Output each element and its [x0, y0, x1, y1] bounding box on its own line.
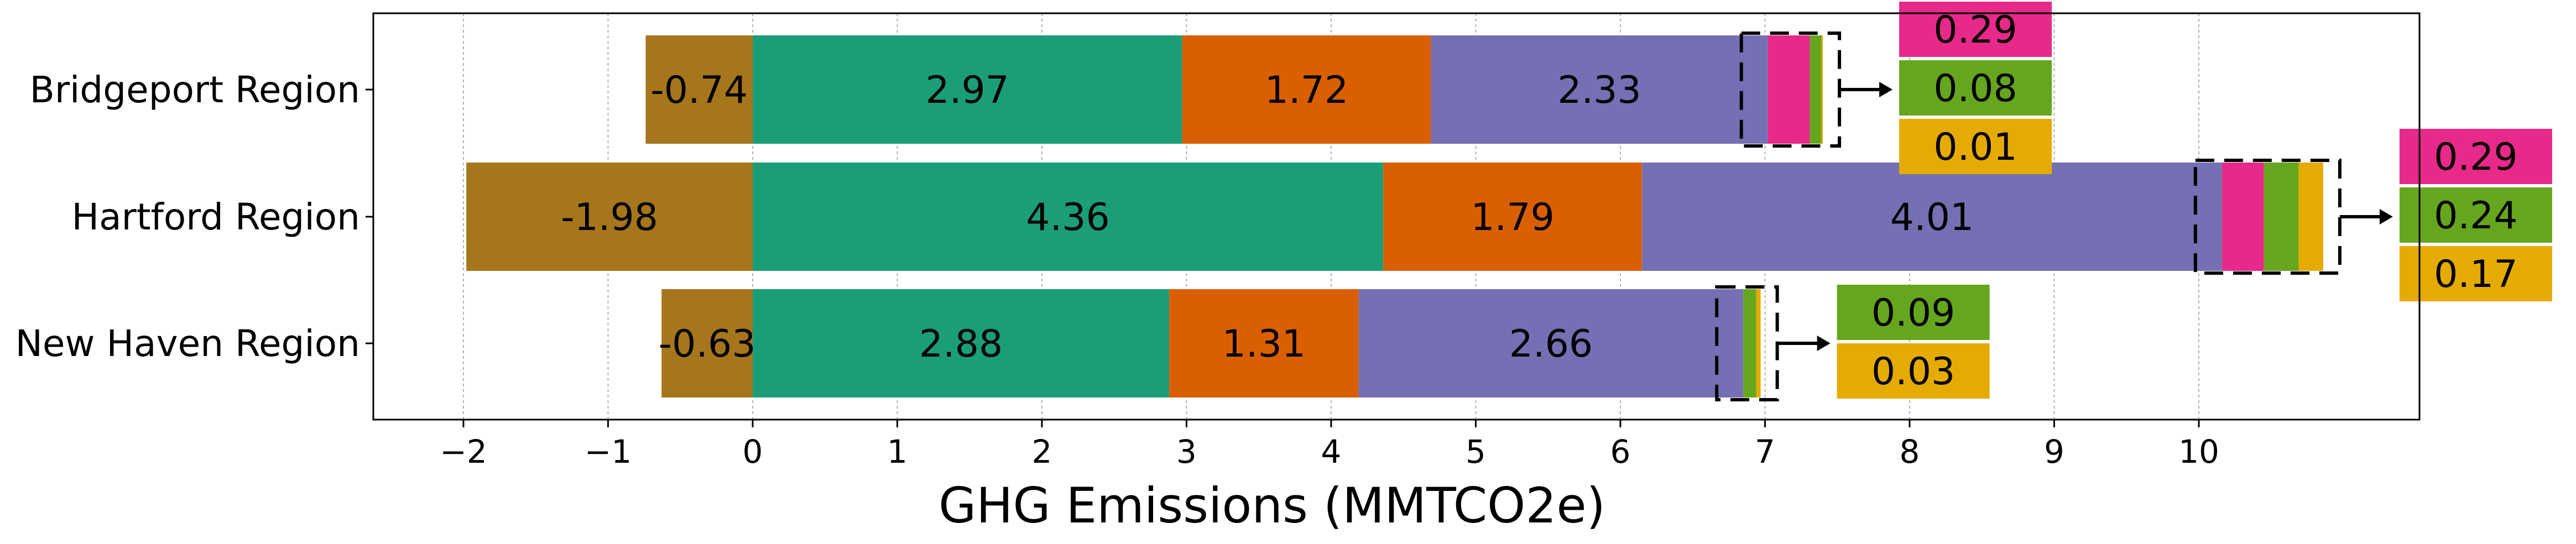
callout-value-label: 0.29 [1933, 8, 2017, 52]
bar-value-label: 4.01 [1890, 196, 1974, 239]
bar-segment [1182, 35, 1431, 144]
bar-segment [2298, 163, 2323, 271]
bar-segment [753, 163, 1384, 271]
bars: -0.74 2.97 1.72 2.33 -1.98 4.36 1.79 4.01 -0.63 2… [466, 35, 2323, 397]
x-tick-label: 1 [887, 433, 908, 470]
bar-value-label: 1.72 [1265, 69, 1348, 112]
bar-value-label: 2.97 [926, 69, 1009, 112]
bar-segment [753, 289, 1170, 397]
bar-value-label: -0.63 [659, 322, 756, 366]
callout-label-box [2399, 246, 2552, 301]
callout-label-box [1899, 119, 2052, 174]
x-axis-ticks: −2 −1 0 1 2 3 4 5 6 7 8 9 10 [440, 420, 2219, 470]
bar-segment [1431, 35, 1768, 144]
callout-label-box [2399, 187, 2552, 243]
callout-value-label: 0.29 [2434, 135, 2517, 179]
bar-segment [1767, 35, 1810, 144]
bar-segment [466, 163, 753, 271]
x-tick-label: 4 [1321, 433, 1342, 470]
bar-segment [1756, 289, 1761, 397]
category-label: New Haven Region [15, 322, 360, 365]
callout-value-label: 0.01 [1933, 125, 2017, 169]
x-tick-label: 7 [1755, 433, 1775, 470]
bar-segment [1743, 289, 1756, 397]
bar-value-label: 1.31 [1222, 322, 1306, 366]
bar-segment [1821, 35, 1823, 144]
callout-arrow-head [1817, 336, 1831, 351]
x-tick-label: 3 [1176, 433, 1197, 470]
x-tick-label: 5 [1466, 433, 1486, 470]
bar-segment [1169, 289, 1359, 397]
callout-value-label: 0.09 [1871, 291, 1955, 335]
callout-zoom-box [2193, 159, 2342, 275]
callout-value-label: 0.24 [2434, 194, 2517, 238]
callout-label-box [1837, 285, 1990, 340]
bar-segment [2222, 163, 2264, 271]
bar-segment [661, 289, 753, 397]
callout-label-box [1837, 343, 1990, 399]
bar-segment [1642, 163, 2222, 271]
callout-label-box [2399, 129, 2552, 184]
callout-label-box [1899, 2, 2052, 57]
bar-value-label: -1.98 [561, 196, 658, 239]
callout-arrow-head [2379, 209, 2393, 224]
bar-segment [1358, 289, 1744, 397]
callout-value-label: 0.03 [1871, 350, 1955, 394]
bar-segment [1383, 163, 1642, 271]
bar-value-label: 2.88 [919, 322, 1003, 366]
callout-label-box [1899, 60, 2052, 116]
bar-value-label: -0.74 [650, 69, 748, 112]
x-tick-label: −1 [585, 433, 632, 470]
bar-value-label: 2.33 [1557, 69, 1641, 112]
callout-value-label: 0.08 [1933, 67, 2017, 111]
x-tick-label: −2 [440, 433, 487, 470]
x-tick-label: 9 [2044, 433, 2064, 470]
bar-segment [645, 35, 753, 144]
category-label: Hartford Region [72, 196, 361, 238]
y-axis-categories: Bridgeport Region Hartford Region New Have… [15, 69, 373, 365]
bar-segment [2264, 163, 2299, 271]
callout-value-label: 0.17 [2434, 253, 2517, 296]
x-tick-label: 6 [1610, 433, 1631, 470]
callout-arrow-head [1879, 82, 1893, 97]
x-tick-label: 2 [1032, 433, 1052, 470]
category-label: Bridgeport Region [30, 69, 360, 111]
x-tick-label: 8 [1900, 433, 1920, 470]
x-tick-label: 10 [2178, 433, 2219, 470]
bar-segment [1810, 35, 1822, 144]
x-axis-title: GHG Emissions (MMTCO2e) [938, 477, 1605, 534]
bar-value-label: 4.36 [1026, 196, 1109, 239]
callout-zoom-box [1715, 285, 1779, 401]
callouts: 0.29 0.08 0.01 0.29 0.24 0.17 0.09 0.03 [1715, 2, 2552, 401]
bar-segment [753, 35, 1182, 144]
bar-value-label: 1.79 [1470, 196, 1554, 239]
bar-value-label: 2.66 [1509, 322, 1593, 366]
x-tick-label: 0 [743, 433, 763, 470]
